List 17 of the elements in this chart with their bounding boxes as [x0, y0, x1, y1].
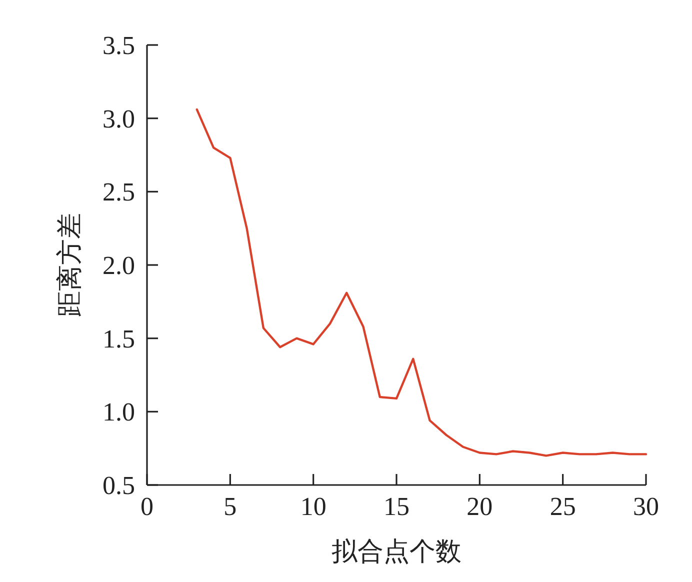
x-axis-title: 拟合点个数	[332, 537, 462, 566]
y-tick-label: 1.0	[102, 398, 135, 427]
y-tick-label: 3.0	[102, 104, 135, 134]
x-tick-label: 25	[550, 492, 576, 521]
x-tick-label: 0	[140, 492, 154, 521]
x-tick-label: 5	[224, 492, 237, 521]
x-tick-label: 20	[466, 492, 493, 521]
x-tick-label: 15	[384, 492, 410, 521]
y-tick-label: 2.5	[102, 178, 135, 207]
line-series	[196, 108, 648, 457]
y-tick-label: 0.5	[102, 471, 135, 500]
y-tick-label: 1.5	[102, 324, 135, 354]
x-tick-label: 10	[300, 492, 326, 521]
y-axis-title: 距离方差	[55, 213, 84, 317]
y-tick-label: 2.0	[102, 251, 135, 280]
y-tick-label: 3.5	[102, 31, 135, 60]
x-tick-label: 30	[633, 492, 659, 521]
